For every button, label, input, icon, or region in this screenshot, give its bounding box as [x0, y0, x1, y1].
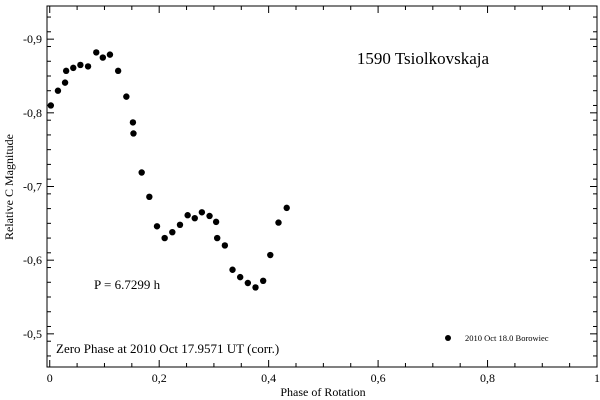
zero-phase-annotation: Zero Phase at 2010 Oct 17.9571 UT (corr.…	[56, 341, 279, 356]
data-point	[283, 204, 290, 212]
data-point	[61, 79, 69, 86]
legend-marker	[445, 335, 451, 341]
data-point	[176, 221, 184, 229]
data-point	[161, 234, 168, 242]
data-point	[93, 49, 100, 56]
data-point	[129, 119, 137, 126]
x-tick-label: 0	[47, 371, 53, 385]
plot-frame	[46, 5, 598, 368]
x-tick-label: 0,2	[152, 371, 167, 385]
data-point	[259, 277, 267, 285]
data-point	[130, 130, 137, 137]
data-point	[212, 218, 220, 226]
legend-entry-label: 2010 Oct 18.0 Borowiec	[465, 333, 549, 343]
data-point	[169, 228, 176, 236]
data-point	[138, 169, 145, 176]
x-axis-label: Phase of Rotation	[280, 385, 365, 399]
y-tick-label: -0,5	[23, 327, 42, 341]
y-axis-ticks: -0,9 -0,8 -0,7 -0,6 -0,5	[23, 16, 597, 357]
data-point	[153, 223, 161, 230]
data-point	[77, 61, 84, 69]
y-axis-label: Relative C Magnitude	[2, 134, 16, 240]
data-point	[275, 219, 282, 226]
period-annotation: P = 6.7299 h	[94, 277, 161, 292]
data-point	[267, 251, 274, 259]
x-tick-label: 0,6	[371, 371, 386, 385]
data-point	[206, 212, 213, 220]
data-point	[99, 54, 107, 61]
data-point	[221, 242, 229, 249]
data-point	[146, 193, 153, 201]
data-point	[54, 87, 62, 94]
chart-title: 1590 Tsiolkovskaja	[357, 49, 490, 68]
data-point	[106, 51, 114, 58]
data-point	[229, 266, 236, 273]
data-point	[191, 214, 198, 222]
data-point	[84, 63, 92, 70]
data-point	[213, 234, 221, 242]
x-tick-label: 0,8	[480, 371, 495, 385]
data-points	[47, 49, 290, 291]
data-point	[252, 284, 259, 291]
data-point	[62, 67, 70, 75]
y-tick-label: -0,6	[23, 253, 42, 267]
x-tick-label: 1	[594, 371, 600, 385]
x-tick-label: 0,4	[261, 371, 276, 385]
data-point	[244, 279, 252, 287]
data-point	[198, 209, 206, 216]
data-point	[236, 273, 244, 281]
x-axis-ticks: 0 0,2 0,4 0,6 0,8 1	[47, 6, 600, 385]
data-point	[184, 212, 191, 219]
y-tick-label: -0,7	[23, 180, 42, 194]
legend: 2010 Oct 18.0 Borowiec	[445, 333, 549, 343]
y-tick-label: -0,8	[23, 106, 42, 120]
data-point	[47, 102, 55, 109]
data-point	[114, 67, 122, 75]
data-point	[70, 64, 77, 72]
data-point	[123, 93, 130, 100]
y-tick-label: -0,9	[23, 32, 42, 46]
